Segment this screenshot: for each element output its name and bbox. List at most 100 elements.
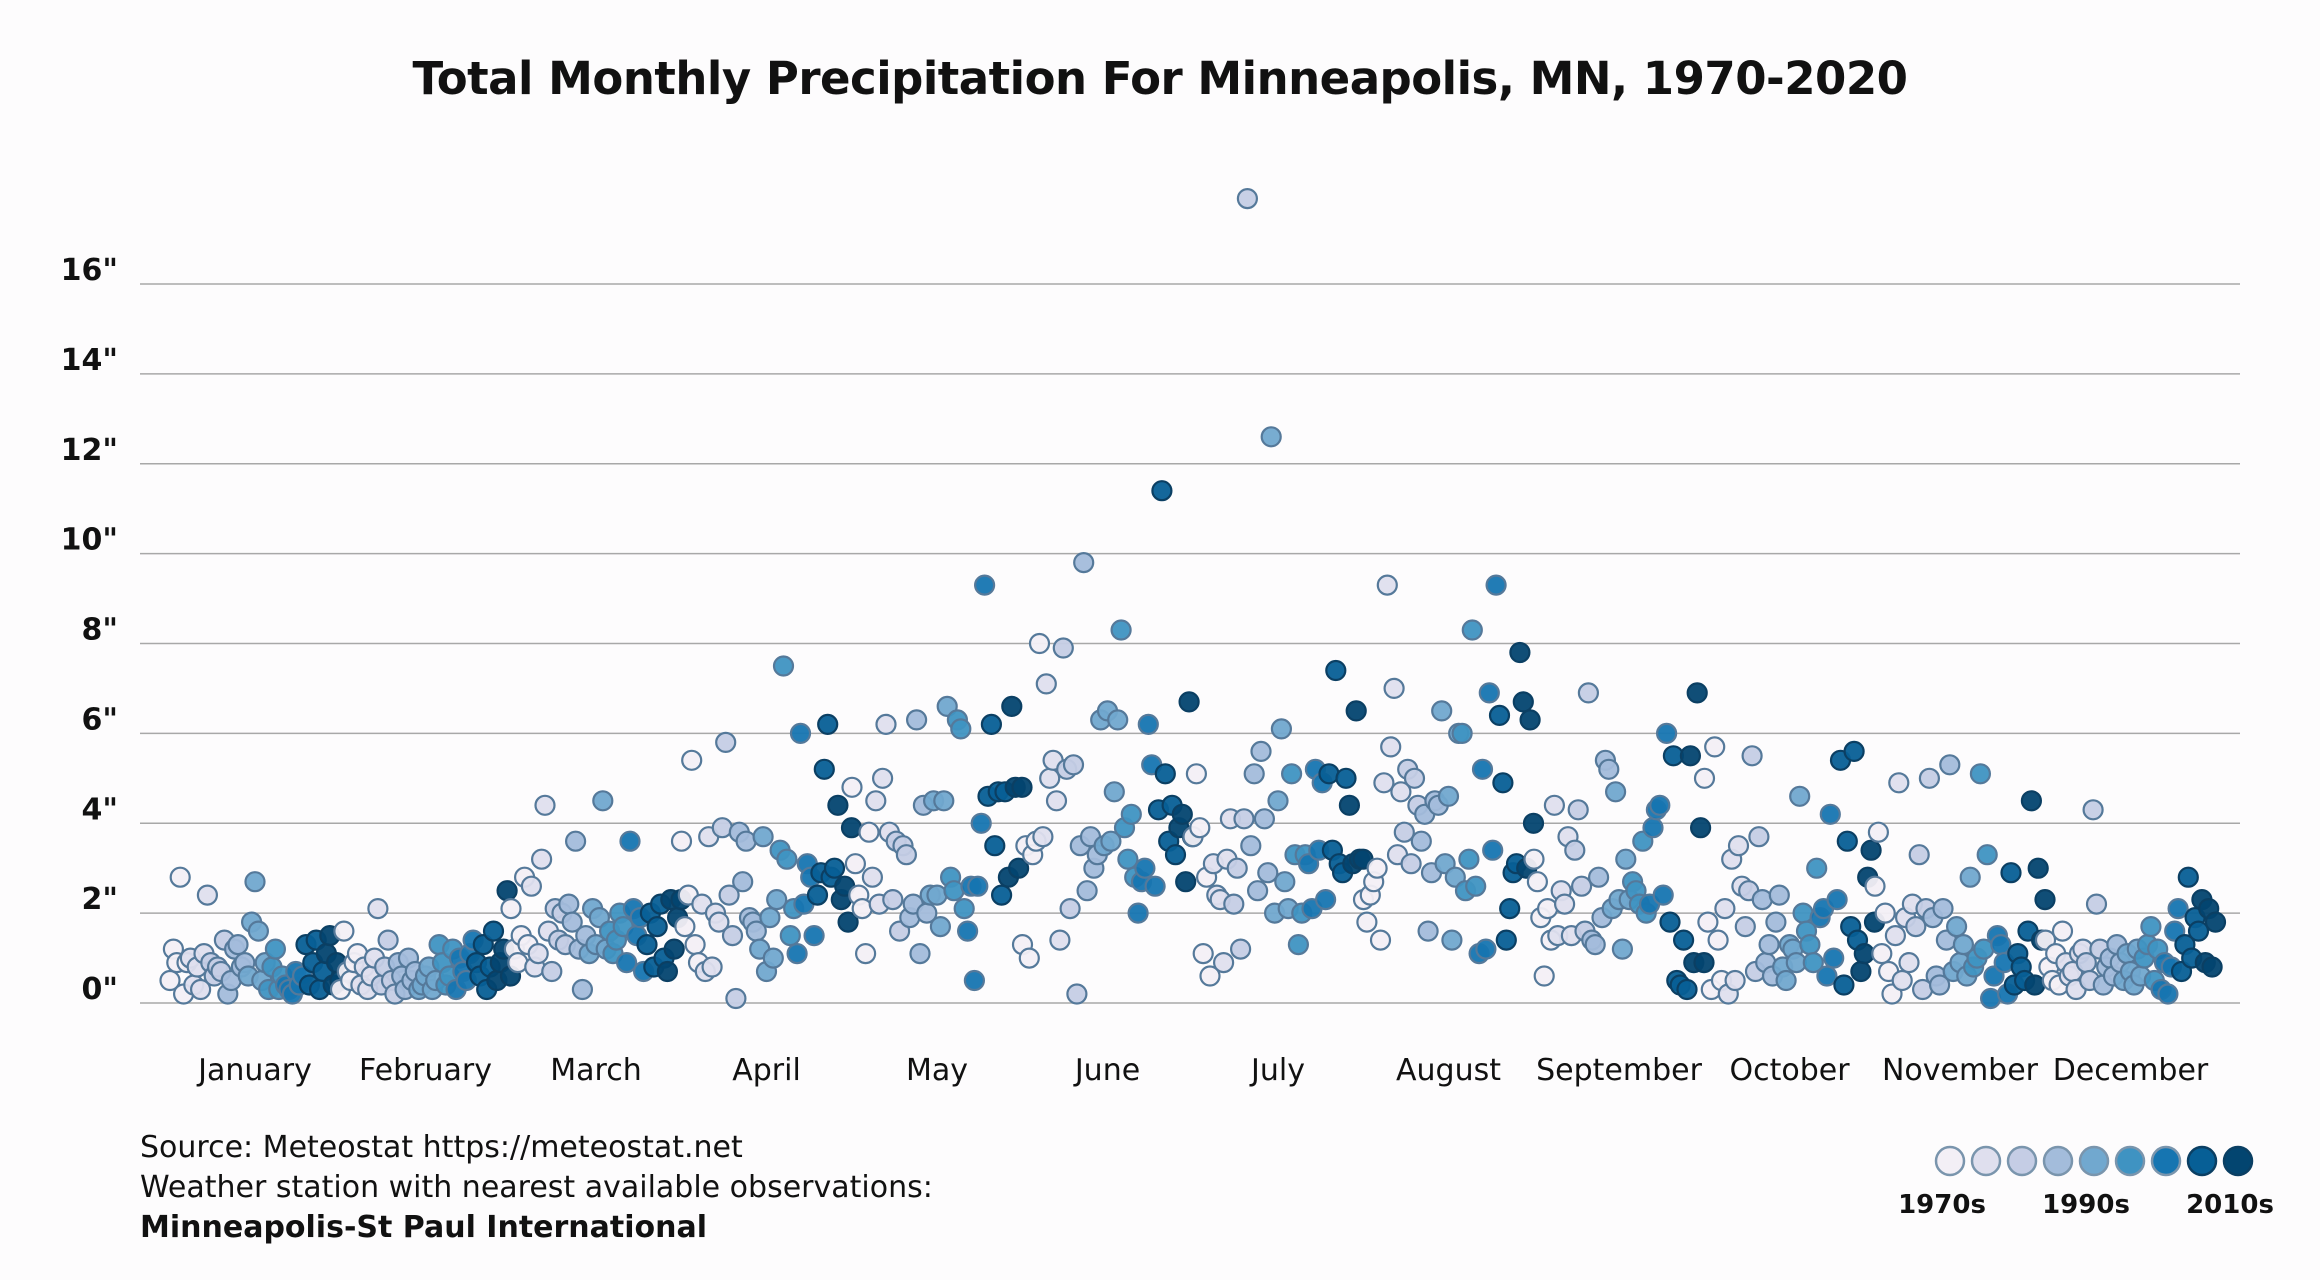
data-point (1567, 799, 1589, 821)
data-point (970, 812, 992, 834)
data-point (1587, 866, 1610, 888)
data-point (1789, 785, 1811, 807)
x-tick-label: August (1396, 1053, 1501, 1088)
data-point (1461, 619, 1483, 641)
data-point (1007, 857, 1030, 879)
y-tick-label: 10" (61, 523, 118, 558)
data-point (1383, 677, 1405, 700)
data-point (1522, 812, 1545, 834)
data-point (534, 794, 556, 816)
data-point (1100, 830, 1122, 852)
data-point (840, 817, 863, 839)
data-point (854, 942, 877, 965)
data-point (973, 574, 996, 596)
data-point (1482, 839, 1504, 861)
legend-label: 1990s (2042, 1190, 2130, 1220)
data-point (541, 960, 563, 983)
data-point (2000, 862, 2022, 884)
data-point (1400, 853, 1422, 875)
y-tick-label: 14" (61, 343, 118, 378)
data-point (990, 884, 1013, 906)
data-point (789, 722, 812, 745)
data-point (1059, 897, 1081, 920)
data-point (1693, 767, 1716, 789)
data-point (1860, 839, 1882, 861)
data-point (1850, 960, 1872, 983)
data-point (1853, 942, 1875, 965)
data-point (1233, 808, 1255, 830)
data-point (882, 888, 904, 911)
data-point (1338, 794, 1361, 816)
data-point (1908, 844, 1930, 866)
data-point (244, 871, 266, 893)
data-point (1959, 866, 1981, 888)
data-point (2167, 897, 2189, 920)
data-point (786, 942, 808, 965)
data-point (1280, 763, 1303, 785)
data-point (933, 790, 955, 812)
data-point (1458, 848, 1480, 870)
data-point (967, 875, 989, 897)
data-point (858, 821, 880, 843)
data-point (1888, 772, 1910, 794)
data-point (725, 987, 747, 1010)
data-point (558, 893, 580, 915)
data-point (1066, 983, 1088, 1005)
data-point (776, 848, 798, 870)
data-point (1499, 897, 1521, 920)
data-point (1775, 969, 1797, 992)
data-point (1615, 848, 1637, 870)
data-point (721, 924, 744, 947)
data-point (1403, 767, 1426, 789)
data-point (837, 911, 859, 933)
data-point (1533, 965, 1555, 987)
data-point (1189, 817, 1211, 839)
data-point (1693, 951, 1715, 974)
data-point (636, 933, 658, 956)
data-point (1032, 826, 1054, 848)
gridlines (140, 283, 2240, 1004)
data-point (732, 871, 754, 893)
data-point (264, 938, 286, 960)
data-point (956, 920, 979, 942)
data-point (1410, 830, 1432, 852)
data-point (646, 915, 668, 938)
data-point (875, 713, 897, 736)
data-point (1584, 933, 1606, 956)
data-point (929, 915, 952, 938)
data-point (2027, 857, 2049, 879)
data-point (953, 897, 975, 920)
data-point (1431, 700, 1453, 722)
data-point (1287, 933, 1310, 956)
data-point (1103, 781, 1125, 803)
data-point (196, 884, 218, 906)
data-point (564, 830, 587, 852)
data-point (2140, 915, 2162, 938)
data-point (1652, 884, 1674, 906)
data-point (1727, 835, 1750, 857)
data-point (190, 978, 212, 1001)
data-point (1035, 673, 1057, 695)
data-point (1240, 835, 1262, 857)
data-point (1325, 659, 1347, 682)
data-point (1707, 929, 1729, 951)
data-point (1891, 969, 1913, 992)
data-point (806, 884, 829, 906)
data-point (1076, 880, 1098, 902)
data-point (670, 830, 693, 852)
data-point (1393, 821, 1415, 843)
source-line: Source: Meteostat https://meteostat.net (140, 1130, 743, 1165)
data-point (2034, 888, 2056, 911)
x-tick-label: November (1882, 1053, 2039, 1088)
legend-swatch (2186, 1145, 2218, 1177)
data-point (1485, 574, 1507, 596)
data-point (861, 866, 884, 888)
data-point (1526, 871, 1549, 893)
data-point (1223, 893, 1245, 915)
data-point (1437, 785, 1460, 807)
data-point (905, 709, 928, 731)
data-point (1045, 790, 1068, 812)
data-point (1373, 772, 1395, 794)
data-point (1335, 767, 1357, 789)
y-tick-label: 2" (81, 882, 118, 917)
